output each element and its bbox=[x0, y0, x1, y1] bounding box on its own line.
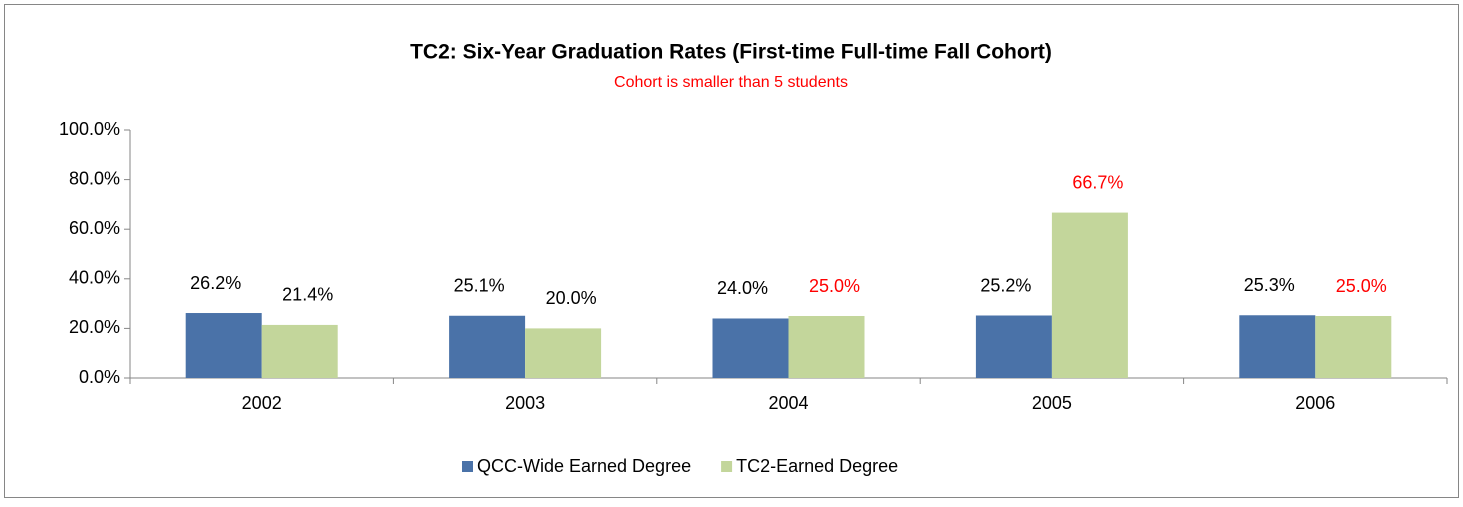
bar bbox=[525, 328, 602, 378]
value-label: 21.4% bbox=[282, 285, 333, 305]
x-tick-label: 2003 bbox=[505, 393, 545, 413]
x-tick-label: 2002 bbox=[242, 393, 282, 413]
y-tick-label: 80.0% bbox=[69, 168, 120, 188]
legend-swatch bbox=[721, 461, 733, 472]
chart-title: TC2: Six-Year Graduation Rates (First-ti… bbox=[410, 41, 1052, 64]
legend-swatch bbox=[462, 461, 473, 472]
legend-label: TC2-Earned Degree bbox=[736, 456, 898, 476]
legend-label: QCC-Wide Earned Degree bbox=[477, 456, 691, 476]
bar bbox=[712, 318, 789, 378]
chart-subtitle: Cohort is smaller than 5 students bbox=[614, 74, 848, 91]
y-tick-label: 100.0% bbox=[59, 119, 120, 139]
bar bbox=[975, 315, 1052, 378]
y-tick-label: 20.0% bbox=[69, 317, 120, 337]
bar bbox=[185, 313, 262, 378]
value-label: 25.1% bbox=[454, 276, 505, 296]
x-tick-label: 2006 bbox=[1295, 393, 1335, 413]
bar bbox=[449, 315, 526, 378]
bar bbox=[1239, 315, 1316, 378]
value-label: 20.0% bbox=[546, 288, 597, 308]
value-label: 25.2% bbox=[980, 275, 1031, 295]
bar bbox=[1315, 316, 1392, 378]
value-label: 66.7% bbox=[1072, 172, 1123, 192]
value-label: 24.0% bbox=[717, 278, 768, 298]
bar bbox=[788, 316, 865, 378]
value-label: 25.3% bbox=[1244, 275, 1295, 295]
value-label: 25.0% bbox=[809, 276, 860, 296]
x-tick-label: 2004 bbox=[768, 393, 808, 413]
value-label: 25.0% bbox=[1336, 276, 1387, 296]
value-label: 26.2% bbox=[190, 273, 241, 293]
y-tick-label: 60.0% bbox=[69, 218, 120, 238]
y-tick-label: 0.0% bbox=[79, 367, 120, 387]
chart-border bbox=[4, 4, 1459, 498]
bar bbox=[261, 324, 338, 378]
x-tick-label: 2005 bbox=[1032, 393, 1072, 413]
bar bbox=[1051, 212, 1128, 378]
y-tick-label: 40.0% bbox=[69, 268, 120, 288]
